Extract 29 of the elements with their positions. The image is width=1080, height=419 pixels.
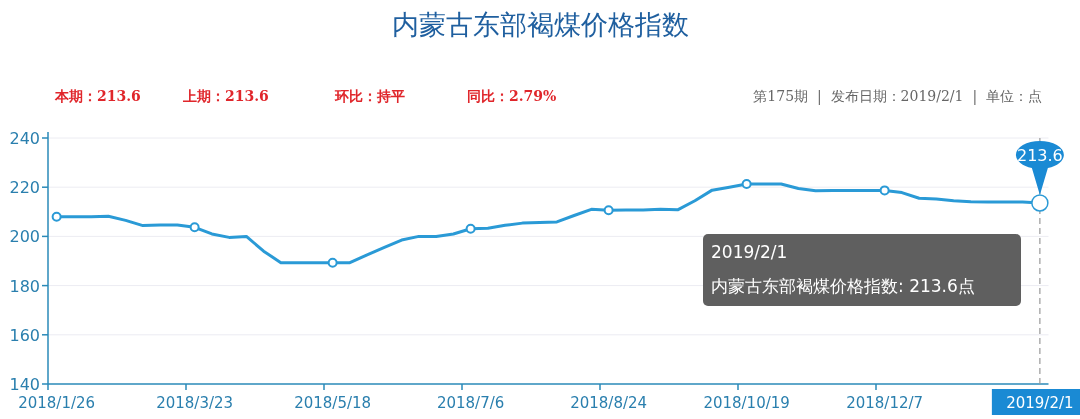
x-tick-label: 2018/8/24 — [570, 394, 648, 412]
y-tick-label: 140 — [9, 375, 40, 394]
point — [327, 257, 338, 268]
chart-title: 内蒙古东部褐煤价格指数 — [391, 9, 689, 40]
text: 环比：持平 — [334, 88, 405, 104]
y-tick-label: 240 — [9, 129, 40, 148]
point — [603, 205, 614, 216]
point — [51, 211, 62, 222]
x-tick-label: 2018/1/26 — [18, 394, 96, 412]
x-tick-label: 2018/10/19 — [703, 394, 790, 412]
point — [879, 185, 890, 196]
text: 第175期 | 发布日期：2019/2/1 | 单位：点 — [753, 88, 1042, 105]
text: 本期：213.6 — [54, 88, 141, 104]
text: 上期：213.6 — [182, 88, 269, 104]
annotation: 213.6 — [1016, 145, 1063, 165]
point — [741, 179, 752, 189]
y-tick-label: 160 — [9, 325, 40, 345]
x-tick-label: 2018/5/18 — [294, 394, 372, 412]
text: 同比：2.79% — [467, 88, 557, 104]
y-tick-label: 200 — [9, 227, 40, 247]
annotation: 2019/2/1 内蒙古东部褐煤价格指数: 213.6点 — [711, 242, 975, 296]
x-tick-label: 2019/2/1 — [1006, 394, 1074, 412]
point — [189, 222, 200, 233]
x-tick-label: 2018/12/7 — [846, 394, 924, 412]
y-tick-label: 220 — [9, 178, 40, 198]
x-tick-label: 2018/7/6 — [436, 394, 505, 412]
point — [465, 223, 476, 234]
x-tick-label: 2018/3/23 — [156, 394, 234, 412]
y-tick-label: 180 — [9, 276, 40, 296]
